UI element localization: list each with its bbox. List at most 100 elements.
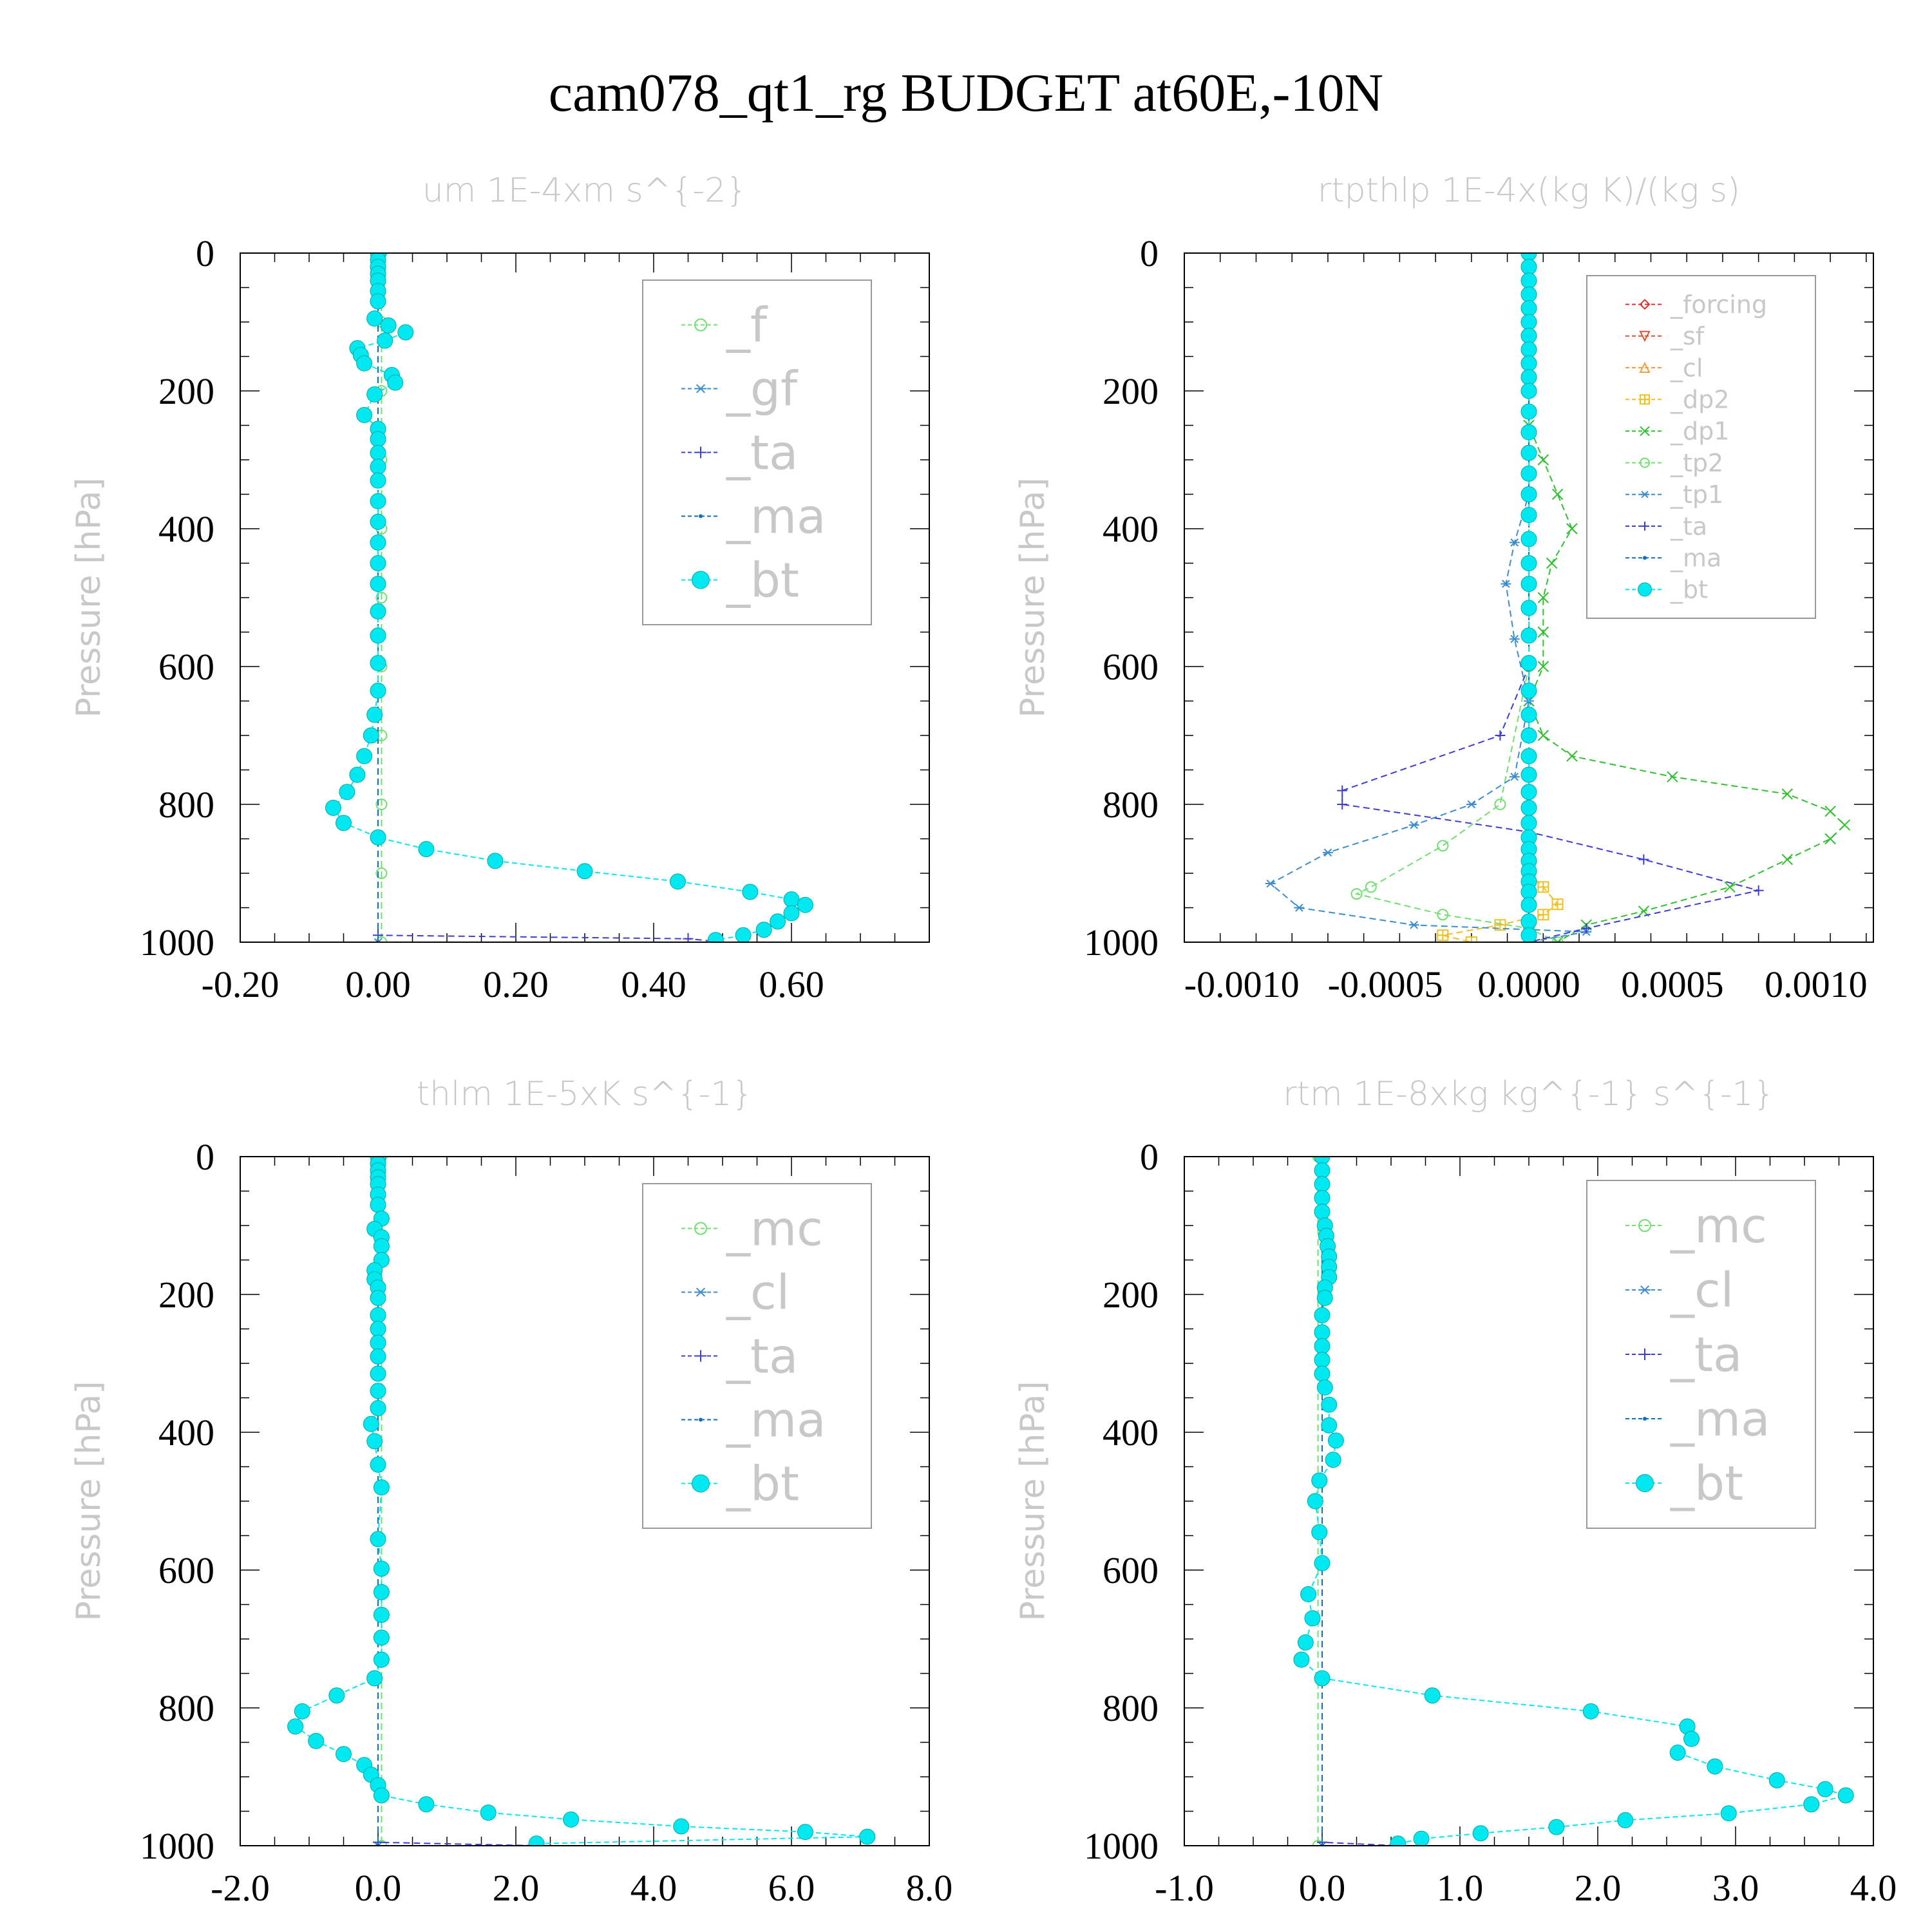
x-tick-label: 0.0000: [1477, 963, 1580, 1005]
legend-marker: [695, 1287, 706, 1297]
data-point-tp1: [1408, 920, 1419, 929]
data-point-bt: [366, 1670, 383, 1687]
data-point-bt: [370, 576, 386, 592]
y-tick-label: 800: [1103, 1687, 1159, 1729]
panel-title: thlm 1E-5xK s^{-1}: [417, 1075, 753, 1113]
data-point-bt: [370, 603, 386, 620]
chart-panel-3: thlm 1E-5xK s^{-1} Pressure [hPa] 0 200 400 6…: [70, 1075, 952, 1909]
data-point-bt: [370, 627, 386, 644]
x-tick-label: 0.00: [345, 963, 411, 1005]
data-point-f: [375, 799, 388, 810]
data-point-bt: [370, 1307, 386, 1323]
legend-marker: [1639, 1349, 1651, 1360]
data-point-ta: [1337, 785, 1348, 796]
data-point-bt: [370, 1348, 386, 1365]
y-tick-label: 400: [158, 1412, 214, 1454]
data-point-bt: [1548, 1819, 1565, 1835]
data-point-dp1: [1537, 626, 1549, 638]
data-point-bt: [1768, 1772, 1785, 1788]
data-point-bt: [1424, 1687, 1441, 1704]
legend-marker: [1638, 1219, 1651, 1232]
plot-frame: [1184, 1156, 1874, 1846]
legend-label: _cl: [1670, 1263, 1734, 1318]
legend-marker: [1640, 457, 1650, 468]
data-point-bt: [349, 766, 366, 783]
data-point-bt: [387, 374, 404, 391]
data-point-bt: [1520, 424, 1537, 440]
data-point-f: [375, 592, 388, 603]
legend-label: _sf: [1670, 322, 1705, 350]
series-line-dp2: [1443, 253, 1559, 942]
y-tick-label: 200: [158, 1274, 214, 1316]
legend-marker: [694, 1222, 707, 1235]
data-point-bt: [356, 748, 373, 764]
series-group: [287, 1157, 876, 1846]
data-point-bt: [366, 706, 383, 723]
data-point-bt: [370, 1289, 386, 1306]
data-point-bt: [1520, 258, 1537, 275]
data-point-bt: [1520, 444, 1537, 461]
data-point-bt: [1520, 927, 1537, 942]
data-point-bt: [1582, 1703, 1599, 1719]
data-point-bt: [373, 1787, 390, 1804]
data-point-bt: [370, 431, 386, 448]
x-tick-label: -0.0010: [1184, 963, 1300, 1005]
y-tick-label: 800: [158, 784, 214, 826]
y-axis-title: Pressure [hPa]: [70, 478, 108, 718]
data-point-bt: [308, 1732, 325, 1749]
legend-label: _ma: [726, 489, 826, 544]
data-point-tp1: [1466, 800, 1477, 809]
data-point-bt: [370, 682, 386, 699]
data-point-tp2: [1365, 881, 1377, 893]
data-point-dp1: [1781, 853, 1793, 866]
x-tick-label: 1.0: [1437, 1867, 1484, 1909]
data-point-bt: [1520, 286, 1537, 303]
data-point-bt: [370, 1400, 386, 1417]
panel-title: um 1E-4xm s^{-2}: [422, 171, 748, 210]
legend-marker: [695, 1350, 706, 1362]
legend-label: _f: [726, 298, 768, 353]
data-point-bt: [1314, 1162, 1331, 1179]
data-point-bt: [377, 332, 393, 349]
data-point-bt: [328, 1687, 345, 1704]
data-point-bt: [1314, 1189, 1331, 1206]
data-point-bt: [1520, 727, 1537, 744]
data-point-bt: [1520, 576, 1537, 592]
data-point-gf: [373, 938, 383, 942]
data-point-bt: [336, 815, 352, 831]
data-point-bt: [366, 386, 383, 402]
data-point-bt: [1316, 1379, 1333, 1396]
data-point-bt: [576, 863, 593, 880]
y-tick-label: 200: [1103, 370, 1159, 412]
x-tick-label: -0.0005: [1328, 963, 1443, 1005]
data-point-dp1: [1537, 454, 1549, 466]
legend-box: [1586, 1180, 1816, 1529]
legend-marker: [699, 514, 703, 518]
data-point-bt: [1314, 1352, 1331, 1368]
data-point-dp1: [1839, 819, 1851, 831]
data-point-bt: [1311, 1524, 1328, 1540]
legend: _mc _cl _ta _ma _bt: [642, 1183, 872, 1529]
panel-title: rtpthlp 1E-4x(kg K)/(kg s): [1318, 171, 1740, 210]
legend: _forcing _sf _cl _dp2 _dp1 _tp2 _tp1 _ta _ma _bt: [1586, 275, 1816, 619]
legend-marker: [1640, 522, 1649, 531]
series-line-ta: [377, 253, 723, 942]
legend-marker: [1639, 299, 1651, 310]
data-point-ta: [1581, 923, 1592, 934]
y-tick-label: 0: [1140, 232, 1159, 274]
data-point-bt: [669, 873, 686, 890]
data-point-bt: [1707, 1758, 1723, 1775]
legend-label: _bt: [1670, 1456, 1743, 1511]
data-point-bt: [294, 1703, 310, 1719]
figure-title: cam078_qt1_rg BUDGET at60E,-10N: [549, 63, 1383, 123]
y-tick-label: 0: [1140, 1136, 1159, 1178]
data-point-bt: [1472, 1825, 1489, 1842]
series-group: [1293, 1157, 1854, 1846]
data-point-bt: [373, 1651, 390, 1668]
legend-box: [642, 279, 872, 625]
data-point-cl: [373, 1841, 383, 1846]
data-point-bt: [1520, 341, 1537, 358]
legend-box: [1586, 275, 1816, 619]
y-axis-title: Pressure [hPa]: [1014, 478, 1052, 718]
data-point-bt: [1314, 1555, 1331, 1571]
